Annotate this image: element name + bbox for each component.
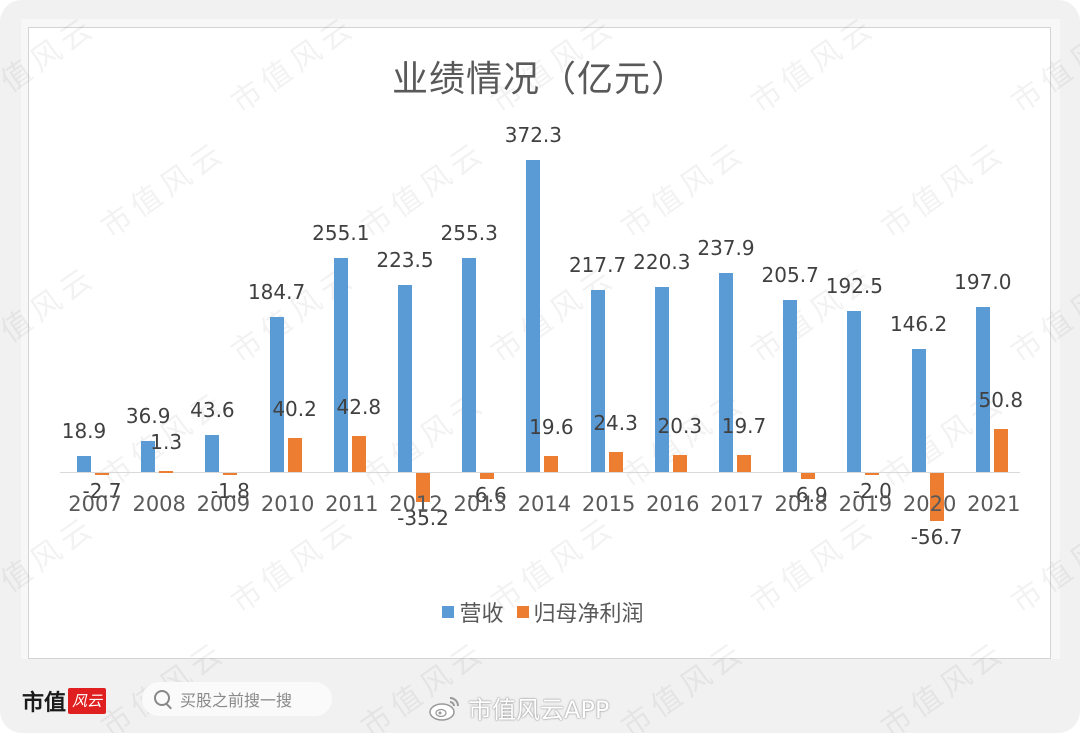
x-tick-2013: 2013 xyxy=(453,492,507,516)
bar-revenue-2021 xyxy=(975,306,990,472)
label-revenue-2010: 184.7 xyxy=(247,280,306,305)
bar-net-profit-2007 xyxy=(95,473,109,476)
label-net-profit-2007: -2.7 xyxy=(82,479,122,504)
x-tick-2007: 2007 xyxy=(68,492,122,516)
legend-swatch-net-profit xyxy=(516,606,529,618)
label-revenue-2020: 146.2 xyxy=(889,312,948,337)
label-net-profit-2019: -2.0 xyxy=(852,478,892,503)
x-tick-2012: 2012 xyxy=(389,492,443,516)
brand-badge: 风云 xyxy=(68,688,107,714)
bar-net-profit-2017 xyxy=(737,455,751,472)
label-net-profit-2012: -35.2 xyxy=(397,506,449,531)
search-placeholder: 买股之前搜一搜 xyxy=(180,691,293,710)
label-net-profit-2013: -6.6 xyxy=(467,482,507,507)
bar-net-profit-2009 xyxy=(223,473,238,475)
weibo-watermark: 市值风云APP xyxy=(428,690,609,725)
bar-net-profit-2020 xyxy=(929,473,944,521)
label-net-profit-2008: 1.3 xyxy=(150,429,183,454)
label-net-profit-2021: 50.8 xyxy=(978,388,1024,413)
bar-net-profit-2011 xyxy=(351,436,366,472)
x-tick-2015: 2015 xyxy=(581,492,636,516)
label-revenue-2018: 205.7 xyxy=(761,262,819,287)
bar-revenue-2020 xyxy=(911,349,926,472)
bar-net-profit-2016 xyxy=(672,454,687,472)
bar-revenue-2019 xyxy=(847,310,862,472)
bar-revenue-2007 xyxy=(77,456,91,472)
label-net-profit-2014: 19.6 xyxy=(529,414,574,439)
bar-net-profit-2021 xyxy=(993,429,1008,472)
label-net-profit-2017: 19.7 xyxy=(721,414,767,439)
label-revenue-2011: 255.1 xyxy=(312,221,370,246)
label-revenue-2009: 43.6 xyxy=(190,398,235,423)
weibo-icon xyxy=(429,696,459,721)
label-revenue-2021: 197.0 xyxy=(954,269,1012,294)
x-tick-2018: 2018 xyxy=(774,492,828,516)
legend-swatch-revenue xyxy=(442,606,455,618)
bar-net-profit-2015 xyxy=(608,451,623,472)
x-tick-2009: 2009 xyxy=(196,492,251,516)
brand-name: 市值 xyxy=(22,690,67,716)
bar-net-profit-2014 xyxy=(544,455,559,472)
label-net-profit-2010: 40.2 xyxy=(272,397,317,422)
label-net-profit-2009: -1.8 xyxy=(210,478,250,503)
weibo-handle: 市值风云APP xyxy=(468,696,610,724)
bar-net-profit-2012 xyxy=(416,473,430,503)
label-revenue-2014: 372.3 xyxy=(504,123,563,147)
bar-net-profit-2010 xyxy=(287,438,302,472)
label-revenue-2008: 36.9 xyxy=(125,404,171,429)
bar-net-profit-2019 xyxy=(865,473,880,475)
label-net-profit-2018: -6.9 xyxy=(788,482,828,507)
label-revenue-2016: 220.3 xyxy=(633,250,691,275)
x-axis-line xyxy=(60,472,1020,473)
legend-label-revenue: 营收 xyxy=(459,602,504,627)
bar-net-profit-2018 xyxy=(801,473,816,479)
bar-revenue-2015 xyxy=(590,289,605,472)
bar-revenue-2012 xyxy=(398,284,412,472)
bar-revenue-2008 xyxy=(141,441,156,472)
x-tick-2011: 2011 xyxy=(325,492,379,516)
bar-net-profit-2008 xyxy=(159,470,174,473)
label-revenue-2015: 217.7 xyxy=(568,252,627,277)
bar-revenue-2011 xyxy=(333,258,348,472)
bar-revenue-2013 xyxy=(462,258,477,472)
x-tick-2016: 2016 xyxy=(646,492,700,516)
legend-label-net-profit: 归母净利润 xyxy=(533,602,644,627)
label-revenue-2012: 223.5 xyxy=(376,247,434,272)
bar-revenue-2010 xyxy=(269,317,284,472)
label-revenue-2007: 18.9 xyxy=(61,419,107,444)
search-icon xyxy=(152,688,174,710)
x-tick-2017: 2017 xyxy=(710,492,764,516)
bar-revenue-2018 xyxy=(783,299,798,472)
label-revenue-2019: 192.5 xyxy=(825,273,884,298)
label-revenue-2013: 255.3 xyxy=(440,221,498,246)
label-net-profit-2015: 24.3 xyxy=(593,410,638,435)
chart-legend: 营收 归母净利润 xyxy=(0,596,1080,628)
bar-revenue-2017 xyxy=(719,272,733,472)
bar-net-profit-2013 xyxy=(480,473,495,479)
x-tick-2020: 2020 xyxy=(902,492,957,516)
label-net-profit-2020: -56.7 xyxy=(910,524,963,549)
x-tick-2019: 2019 xyxy=(838,492,893,516)
brand-logo[interactable]: 市值 风云 xyxy=(22,686,107,716)
label-net-profit-2016: 20.3 xyxy=(657,413,703,438)
x-tick-2010: 2010 xyxy=(260,492,315,516)
x-tick-2008: 2008 xyxy=(132,492,186,516)
label-net-profit-2011: 42.8 xyxy=(336,395,382,420)
bar-revenue-2009 xyxy=(205,435,220,472)
label-revenue-2017: 237.9 xyxy=(697,235,755,260)
bar-revenue-2016 xyxy=(654,287,669,472)
x-tick-2021: 2021 xyxy=(967,492,1021,516)
bar-revenue-2014 xyxy=(526,160,541,472)
search-box[interactable]: 买股之前搜一搜 xyxy=(142,682,332,716)
chart-title: 业绩情况（亿元） xyxy=(391,59,688,100)
x-tick-2014: 2014 xyxy=(517,492,572,516)
